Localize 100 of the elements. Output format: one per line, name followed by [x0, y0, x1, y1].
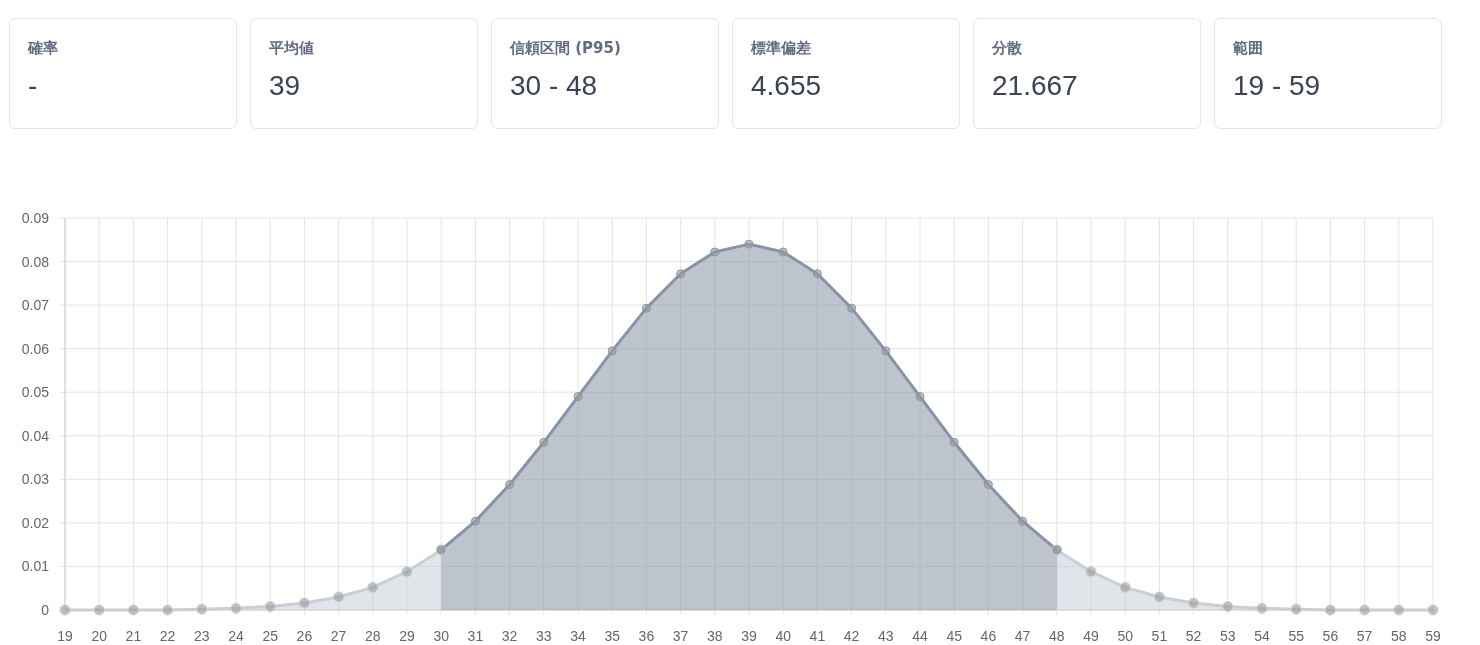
point: [1290, 603, 1302, 615]
point: [127, 604, 139, 616]
point: [1153, 591, 1165, 603]
x-tick-label: 22: [159, 628, 176, 644]
x-tick-label: 52: [1185, 628, 1202, 644]
x-tick-label: 49: [1083, 628, 1099, 644]
x-tick-label: 57: [1356, 628, 1373, 644]
point: [59, 604, 71, 616]
x-tick-label: 33: [536, 628, 552, 644]
category-label: 分散: [992, 39, 1023, 58]
point: [1324, 604, 1336, 616]
x-tick-label: 29: [399, 628, 415, 644]
point: [847, 303, 857, 313]
text: 4.655: [751, 70, 822, 101]
y-tick-label: 0.09: [21, 210, 50, 226]
x-tick-label: 48: [1049, 628, 1065, 644]
category-label: 範囲: [1233, 39, 1264, 58]
x-tick-label: 46: [980, 628, 997, 644]
x-tick-label: 44: [912, 628, 928, 644]
point: [230, 602, 242, 614]
x-tick-label: 24: [228, 628, 244, 644]
point: [505, 480, 515, 490]
point: [470, 516, 480, 526]
x-tick-label: 38: [707, 628, 723, 644]
x-tick-label: 45: [946, 628, 963, 644]
point: [264, 601, 276, 613]
x-tick-label: 47: [1014, 628, 1031, 644]
point: [744, 239, 754, 249]
point: [196, 603, 208, 615]
text: -: [28, 70, 38, 101]
category-label: 確率: [28, 39, 59, 58]
point: [1119, 581, 1131, 593]
point: [1222, 601, 1234, 613]
x-tick-label: 35: [604, 628, 621, 644]
y-tick-label: 0.05: [21, 384, 50, 401]
point: [367, 581, 379, 593]
point: [573, 392, 583, 402]
text: 19 - 59: [1233, 70, 1321, 101]
point: [915, 392, 925, 402]
point: [93, 604, 105, 616]
x-tick-label: 53: [1220, 628, 1236, 644]
x-tick-label: 42: [843, 628, 860, 644]
point: [881, 346, 891, 356]
point: [1427, 604, 1439, 616]
point: [778, 247, 788, 257]
category-label: 信頼区間 (P95): [510, 39, 622, 58]
x-tick-label: 59: [1425, 628, 1441, 644]
y-tick-label: 0.07: [21, 297, 50, 314]
point: [1085, 566, 1097, 578]
point: [949, 437, 959, 447]
point: [162, 604, 174, 616]
y-tick-label: 0.08: [21, 253, 50, 270]
point: [298, 597, 310, 609]
y-tick-label: 0.03: [21, 471, 50, 488]
x-tick-label: 27: [330, 628, 347, 644]
point: [1256, 602, 1268, 614]
point: [1018, 516, 1028, 526]
x-tick-label: 21: [125, 628, 142, 644]
x-tick-label: 58: [1391, 628, 1407, 644]
x-tick-label: 19: [57, 628, 73, 644]
y-tick-label: 0.06: [21, 340, 50, 357]
x-tick-label: 40: [775, 628, 792, 644]
point: [1359, 604, 1371, 616]
x-tick-label: 50: [1117, 628, 1134, 644]
x-tick-label: 32: [501, 628, 518, 644]
x-tick-label: 26: [296, 628, 313, 644]
x-tick-label: 31: [467, 628, 484, 644]
x-tick-label: 56: [1322, 628, 1339, 644]
x-tick-label: 43: [878, 628, 894, 644]
x-tick-label: 23: [194, 628, 210, 644]
text: 39: [269, 70, 301, 101]
y-tick-label: 0: [41, 602, 50, 618]
x-tick-label: 37: [672, 628, 689, 644]
x-tick-label: 39: [741, 628, 757, 644]
point: [812, 269, 822, 279]
y-tick-label: 0.02: [21, 514, 50, 531]
point: [401, 566, 413, 578]
point: [983, 480, 993, 490]
point: [641, 303, 651, 313]
x-tick-label: 20: [91, 628, 108, 644]
category-label: 平均値: [269, 39, 315, 58]
x-tick-label: 51: [1151, 628, 1168, 644]
x-tick-label: 55: [1288, 628, 1305, 644]
x-tick-label: 34: [570, 628, 586, 644]
y-tick-label: 0.04: [21, 427, 50, 444]
text: 30 - 48: [510, 70, 598, 101]
x-tick-label: 30: [433, 628, 450, 644]
point: [710, 247, 720, 257]
point: [676, 269, 686, 279]
category-label: 標準偏差: [751, 39, 812, 58]
point: [333, 591, 345, 603]
text: 21.667: [992, 70, 1078, 101]
point: [1188, 597, 1200, 609]
x-tick-label: 54: [1254, 628, 1270, 644]
point: [539, 437, 549, 447]
x-tick-label: 25: [262, 628, 279, 644]
x-tick-label: 28: [365, 628, 381, 644]
x-tick-label: 41: [809, 628, 826, 644]
point: [1393, 604, 1405, 616]
x-tick-label: 36: [638, 628, 655, 644]
